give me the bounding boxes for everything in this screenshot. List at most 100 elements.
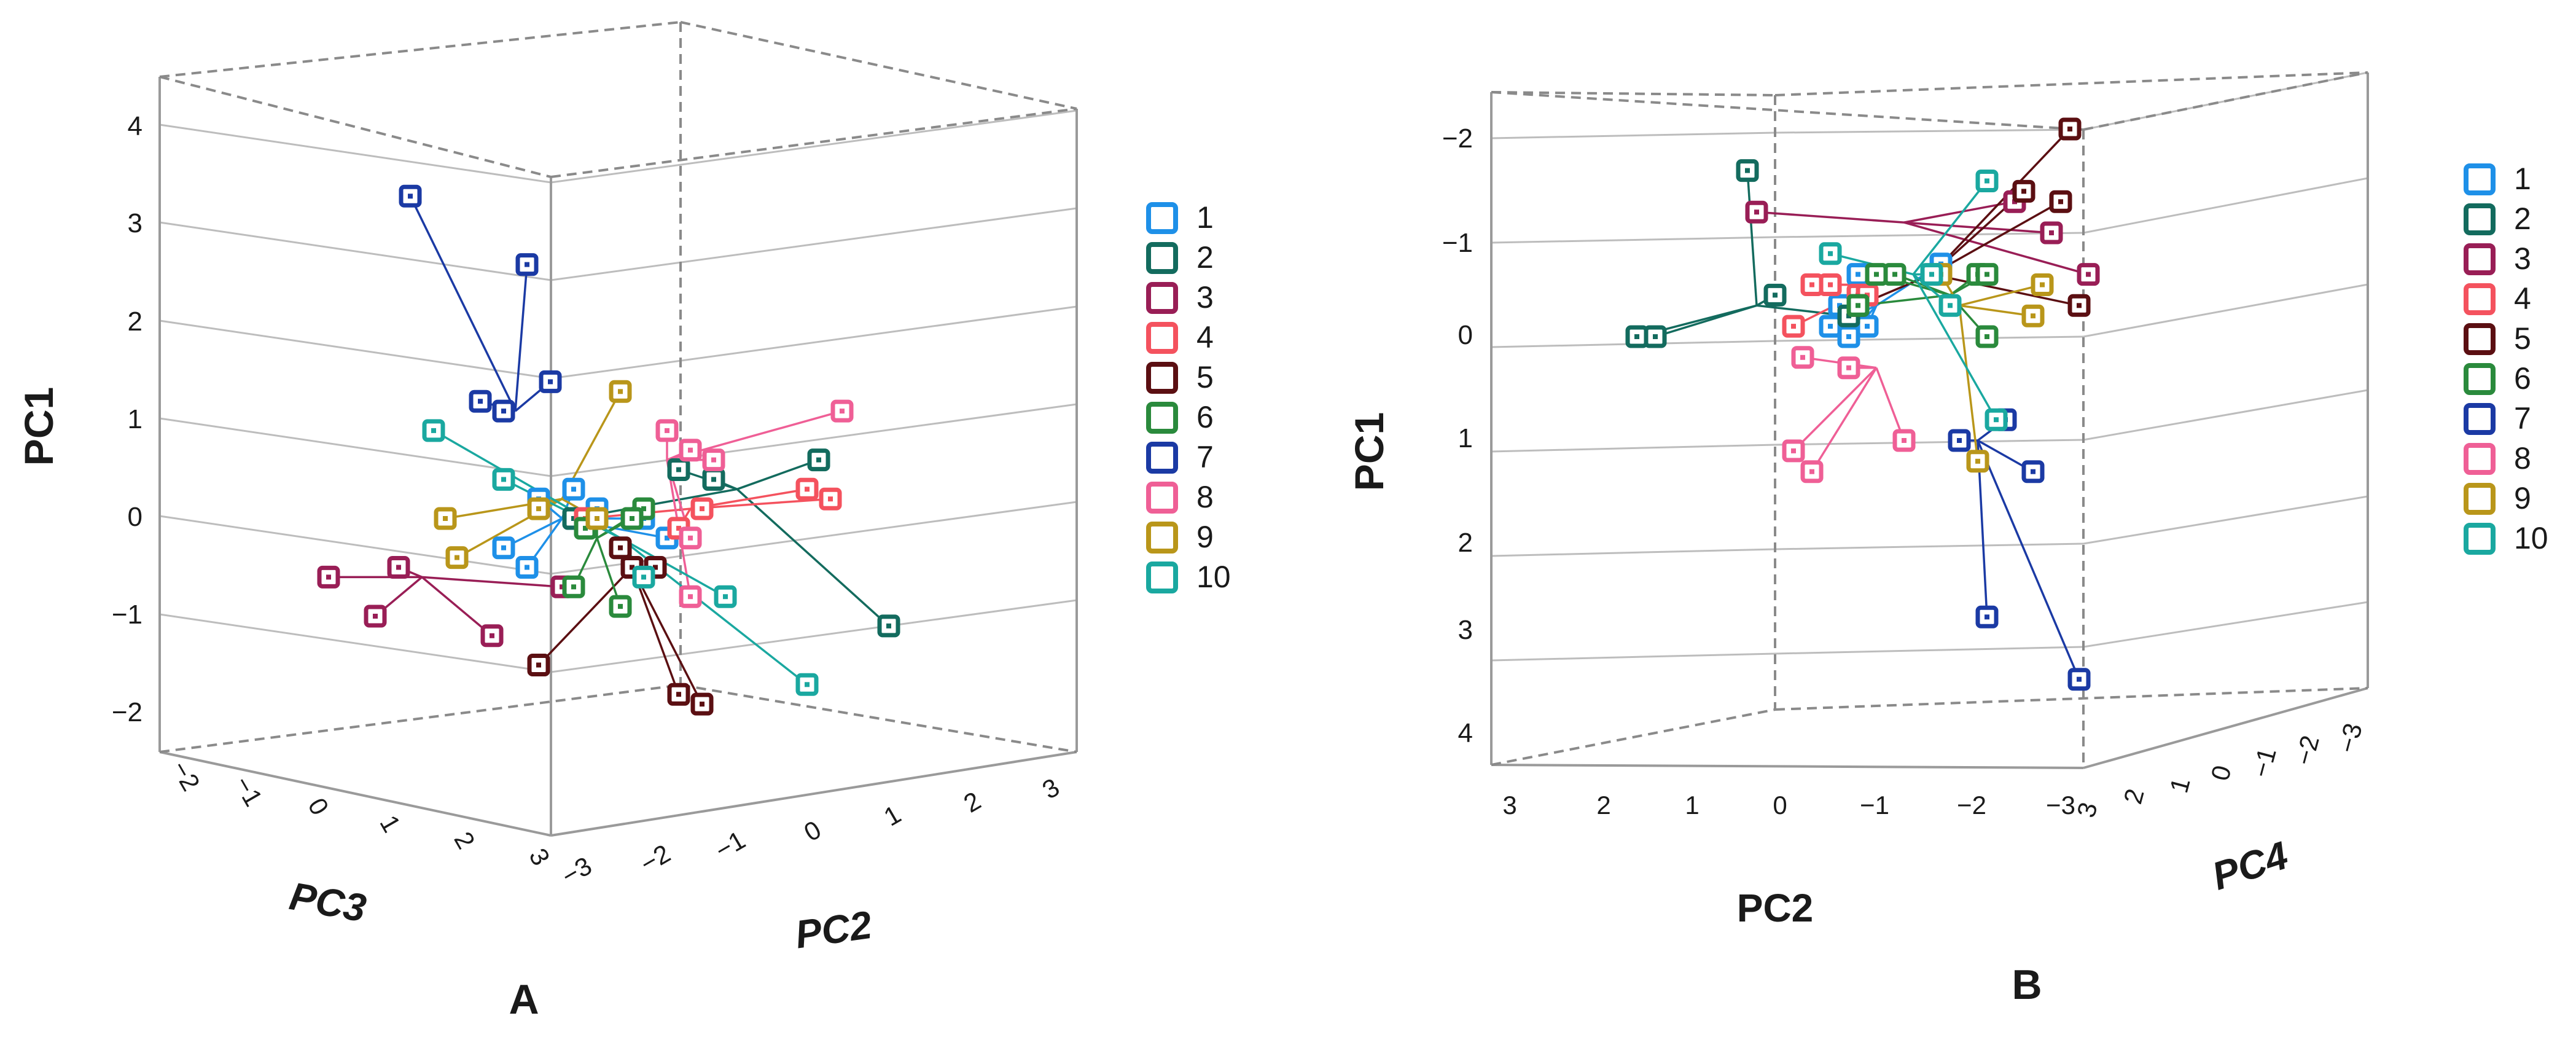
data-point [422, 419, 445, 442]
data-point-center [1653, 334, 1658, 339]
legend-label: 2 [1196, 240, 1214, 275]
legend-label: 8 [2514, 441, 2531, 475]
data-point-center [840, 409, 845, 414]
data-point-center [525, 262, 529, 267]
legend-swatch [2464, 363, 2496, 395]
tick-label: −1 [1860, 791, 1889, 820]
data-point-center [641, 574, 646, 580]
data-point [1800, 460, 1824, 483]
data-point [1966, 450, 1989, 473]
data-point-center [618, 545, 623, 550]
legend-label: 3 [1196, 280, 1214, 315]
data-point-center [536, 662, 541, 668]
legend-label: 7 [1196, 440, 1214, 474]
legend-label: 6 [2514, 361, 2531, 396]
data-point-center [1948, 303, 1953, 308]
panel-b-vertical-axis-title: PC1 [1346, 412, 1392, 491]
data-point-center [676, 467, 681, 472]
data-point [679, 526, 702, 550]
data-point-center [816, 457, 821, 463]
data-point [1736, 159, 1759, 182]
data-point [714, 585, 737, 608]
spike-line [537, 566, 633, 666]
data-point [702, 468, 725, 491]
legend-item: 3 [2464, 241, 2531, 276]
data-point-center [1634, 334, 1639, 339]
data-point-center [1846, 313, 1851, 319]
data-point-center [1791, 448, 1796, 453]
tick-label: 2 [128, 307, 142, 337]
data-point-center [2040, 282, 2045, 288]
spike-line [1903, 221, 2052, 234]
data-point [1846, 294, 1870, 317]
data-point [539, 370, 562, 393]
tick-label: −2 [1957, 791, 1986, 820]
legend-item: 6 [2464, 361, 2531, 396]
data-point [2067, 294, 2091, 317]
legend-label: 6 [1196, 400, 1214, 434]
spike-line [1746, 170, 1758, 306]
data-point [620, 507, 644, 530]
tick-label: −1 [2246, 745, 2282, 780]
tick-label: 1 [374, 810, 406, 837]
legend-item: 9 [2464, 481, 2531, 515]
data-point-center [618, 604, 623, 609]
data-point [2012, 179, 2035, 203]
spike-line [1792, 367, 1878, 452]
data-point-center [805, 682, 810, 687]
data-point [1846, 263, 1870, 286]
legend-label: 2 [2514, 202, 2531, 236]
data-point-center [548, 379, 553, 385]
spike-line [421, 576, 563, 589]
data-point [317, 565, 340, 589]
spike-line [1977, 440, 2080, 680]
data-point [1865, 263, 1888, 286]
data-point-center [1975, 458, 1980, 464]
tick-label: 1 [1458, 423, 1473, 453]
panel-a-right-axis-ticks: −3 −2 −1 0 1 2 3 [556, 772, 1064, 891]
legend-swatch [1146, 322, 1178, 354]
data-point [1856, 315, 1879, 338]
legend-label: 10 [2514, 521, 2548, 555]
panel-b-vertical-ticks: −2 −1 0 1 2 3 4 [1442, 123, 1473, 748]
point-markers [317, 184, 900, 716]
data-point [1938, 294, 1962, 317]
legend-swatch [2464, 483, 2496, 515]
data-point-center [1846, 365, 1851, 370]
legend-label: 8 [1196, 480, 1214, 514]
spike-line [736, 458, 819, 490]
data-point [527, 497, 550, 520]
data-point-center [641, 506, 646, 512]
panel-a-vertical-axis-title: PC1 [16, 387, 61, 466]
legend-label: 7 [2514, 401, 2531, 436]
legend-item: 1 [1146, 200, 1214, 235]
legend-swatch [2464, 163, 2496, 195]
data-point [2058, 117, 2082, 141]
data-point-center [1791, 324, 1796, 329]
data-point [1644, 325, 1667, 348]
data-point-center [396, 565, 401, 570]
legend-label: 5 [1196, 360, 1214, 394]
data-point [609, 380, 632, 403]
legend-swatch [1146, 522, 1178, 554]
data-point-center [431, 428, 436, 433]
data-point [679, 439, 702, 462]
legend-swatch [2464, 323, 2496, 355]
legend-item: 2 [1146, 240, 1214, 275]
tick-label: −3 [2332, 720, 2368, 756]
spike-line [1912, 180, 1988, 275]
spike-line [1875, 367, 1905, 441]
data-point [795, 477, 819, 501]
data-point-center [490, 633, 494, 638]
data-point-center [583, 525, 588, 531]
panel-b-left-axis-ticks: 3 2 1 0 −1 −2 −3 [1502, 791, 2075, 820]
legend-swatch [2464, 443, 2496, 475]
legend-item: 9 [1146, 520, 1214, 554]
data-point-center [525, 565, 529, 570]
data-point-center [1985, 334, 1989, 339]
data-point [830, 399, 854, 423]
data-point-center [2077, 303, 2082, 308]
panel-b-marks [1625, 117, 2100, 691]
data-point-center [501, 545, 506, 550]
data-point-center [1828, 251, 1833, 256]
